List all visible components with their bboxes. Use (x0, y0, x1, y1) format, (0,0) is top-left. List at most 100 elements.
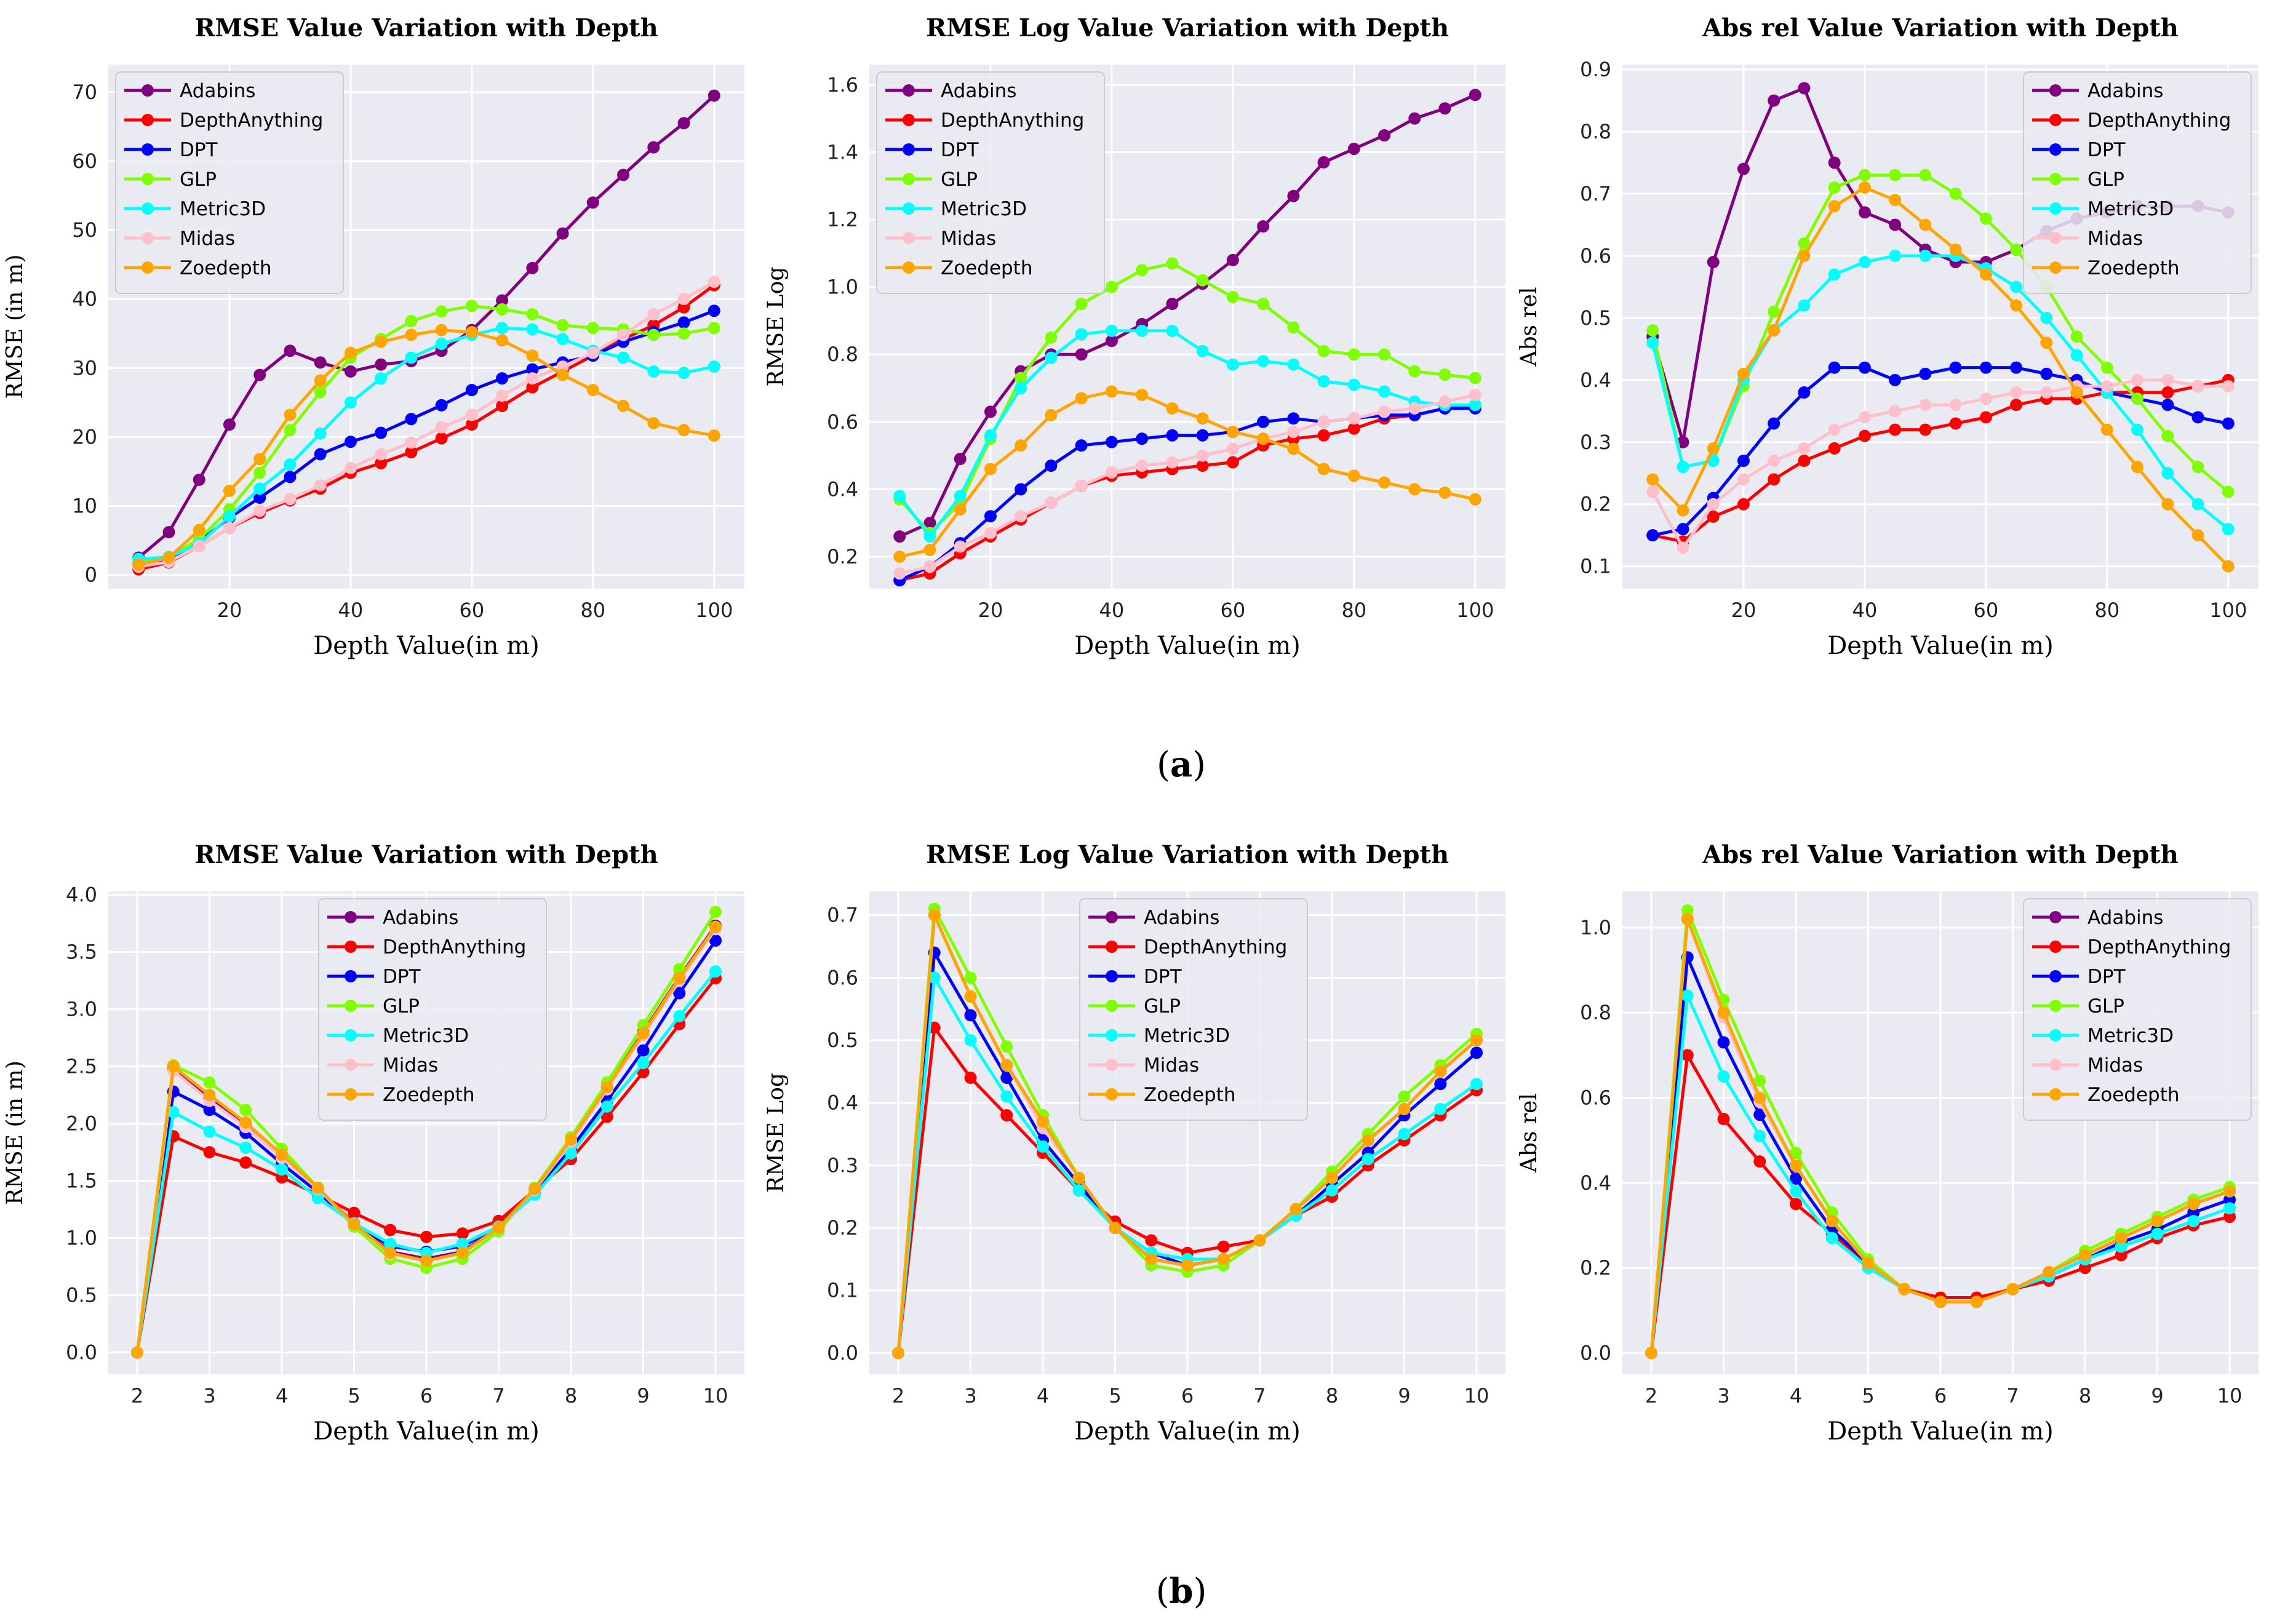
data-point-zoedepth (2187, 1198, 2200, 1211)
data-point-metric3d (405, 351, 418, 364)
data-point-adabins (1798, 82, 1811, 95)
data-point-zoedepth (586, 384, 599, 397)
x-tick-label: 2 (892, 1384, 904, 1407)
data-point-dpt (708, 304, 720, 317)
data-point-glp (1196, 274, 1209, 287)
legend-entry-dpt: DPT (885, 139, 979, 161)
legend-label-metric3d: Metric3D (2088, 198, 2174, 220)
data-point-zoedepth (1072, 1171, 1085, 1184)
legend-label-adabins: Adabins (941, 80, 1016, 102)
legend: Adabins DepthAnything DPT GLP Metric3D Midas Z… (1079, 898, 1308, 1121)
data-point-depthanything (1000, 1109, 1013, 1122)
legend-entry-glp: GLP (1088, 995, 1181, 1017)
data-point-adabins (314, 356, 327, 369)
data-point-glp (1317, 344, 1330, 357)
data-point-metric3d (2187, 1215, 2200, 1228)
chart-panel-3: 20 40 60 80 100 0.1 0.2 0.3 0.4 0.5 0.6 0.7 0.8 0.9 Ab… (1517, 14, 2259, 660)
data-point-metric3d (1398, 1128, 1411, 1140)
data-point-adabins (1737, 162, 1750, 175)
y-tick-label: 0.6 (827, 966, 858, 989)
x-axis-label: Depth Value(in m) (1827, 1417, 2054, 1446)
series-zoedepth (132, 324, 720, 571)
series-line-zoedepth (1651, 186, 2230, 568)
data-point-glp (2222, 485, 2235, 498)
legend-label-dpt: DPT (383, 966, 421, 988)
data-point-midas (1707, 498, 1720, 511)
legend-marker-zoedepth (345, 1088, 357, 1101)
legend-entry-zoedepth: Zoedepth (327, 1084, 475, 1106)
legend-box (2023, 71, 2252, 294)
data-point-zoedepth (1970, 1296, 1983, 1308)
legend-marker-depthanything (2049, 941, 2062, 953)
data-point-metric3d (2161, 467, 2174, 480)
y-tick-label: 0.1 (827, 1279, 858, 1302)
data-point-zoedepth (617, 399, 630, 412)
legend-entry-midas: Midas (327, 1054, 438, 1077)
data-point-metric3d (435, 338, 448, 351)
y-tick-label: 0.4 (827, 477, 858, 501)
data-point-zoedepth (923, 543, 936, 556)
data-point-zoedepth (1015, 439, 1027, 452)
legend-marker-glp (903, 173, 915, 185)
y-tick-label: 1.0 (827, 276, 858, 299)
data-point-metric3d (2115, 1240, 2127, 1253)
legend-marker-depthanything (345, 941, 357, 953)
data-point-midas (1166, 456, 1179, 469)
x-tick-label: 4 (276, 1384, 288, 1407)
data-point-metric3d (647, 365, 660, 378)
data-point-midas (2131, 373, 2144, 386)
y-tick-label: 50 (72, 218, 97, 242)
legend-label-dpt: DPT (2088, 966, 2126, 988)
data-point-adabins (284, 344, 297, 357)
data-point-glp (2161, 429, 2174, 442)
data-point-dpt (1045, 460, 1058, 472)
legend-marker-zoedepth (2049, 261, 2062, 274)
data-point-zoedepth (1737, 367, 1750, 380)
data-point-adabins (1317, 156, 1330, 169)
data-point-depthanything (1317, 429, 1330, 442)
data-point-dpt (637, 1044, 650, 1057)
legend-marker-dpt (903, 143, 915, 156)
data-point-dpt (1434, 1078, 1447, 1091)
y-tick-label: 0.8 (1580, 1001, 1611, 1024)
y-tick-label: 60 (72, 149, 97, 173)
data-point-zoedepth (1707, 442, 1720, 455)
y-tick-label: 0.9 (1580, 58, 1611, 81)
data-point-midas (1075, 479, 1088, 492)
data-point-depthanything (1919, 423, 1932, 436)
x-tick-label: 5 (1109, 1384, 1121, 1407)
data-point-midas (284, 493, 297, 506)
legend-label-depthanything: DepthAnything (2088, 936, 2231, 958)
y-tick-label: 0.7 (827, 904, 858, 927)
x-tick-label: 9 (1398, 1384, 1410, 1407)
legend-entry-metric3d: Metric3D (327, 1025, 469, 1047)
data-point-zoedepth (1469, 493, 1481, 506)
data-point-glp (496, 303, 509, 316)
legend-entry-dpt: DPT (327, 966, 421, 988)
data-point-zoedepth (1898, 1283, 1911, 1296)
data-point-depthanything (239, 1156, 252, 1169)
series-midas (893, 388, 1481, 580)
y-tick-label: 0.4 (1580, 368, 1611, 392)
data-point-zoedepth (1181, 1259, 1194, 1272)
data-point-metric3d (1136, 324, 1149, 337)
data-point-dpt (984, 510, 997, 523)
data-point-metric3d (344, 396, 357, 409)
data-point-metric3d (1717, 1070, 1730, 1083)
legend-box (115, 71, 344, 294)
data-point-glp (1858, 169, 1871, 181)
legend-label-zoedepth: Zoedepth (180, 257, 272, 279)
series-zoedepth (893, 385, 1481, 563)
y-axis-label: RMSE Log (764, 1073, 789, 1193)
data-point-metric3d (375, 372, 388, 385)
data-point-depthanything (1790, 1198, 1802, 1211)
data-point-zoedepth (162, 551, 175, 564)
y-tick-label: 0.7 (1580, 182, 1611, 205)
legend-marker-depthanything (1106, 941, 1118, 953)
data-point-glp (1045, 331, 1058, 344)
x-tick-label: 7 (1253, 1384, 1266, 1407)
data-point-zoedepth (1347, 469, 1360, 482)
data-point-metric3d (928, 971, 941, 984)
data-point-zoedepth (1434, 1065, 1447, 1078)
data-point-depthanything (964, 1072, 977, 1085)
